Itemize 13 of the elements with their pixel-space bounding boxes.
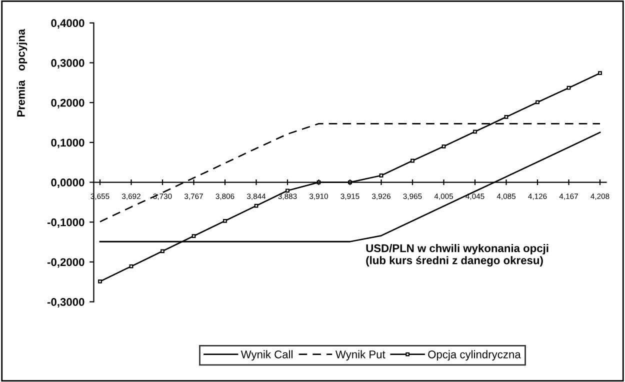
y-tick-label: -0,3000	[47, 298, 84, 308]
legend-label: Wynik Call	[240, 350, 292, 361]
y-axis-title: Premia opcyjna	[16, 28, 28, 117]
y-tick-label: -0,1000	[47, 218, 84, 228]
legend-label: Opcja cylindryczna	[428, 350, 521, 361]
legend-label: Wynik Put	[335, 350, 386, 361]
y-tick-label: 0,1000	[51, 138, 84, 148]
y-tick-label: -0,2000	[47, 258, 84, 268]
y-tick-label: 0,4000	[51, 19, 84, 29]
y-tick-label: 0,3000	[51, 59, 84, 69]
y-tick-label: 0,0000	[51, 178, 84, 188]
y-tick-label: 0,2000	[51, 98, 84, 108]
annotation: USD/PLN w chwili wykonania opcji (lub kurs średni z danego okresu)	[366, 244, 548, 267]
